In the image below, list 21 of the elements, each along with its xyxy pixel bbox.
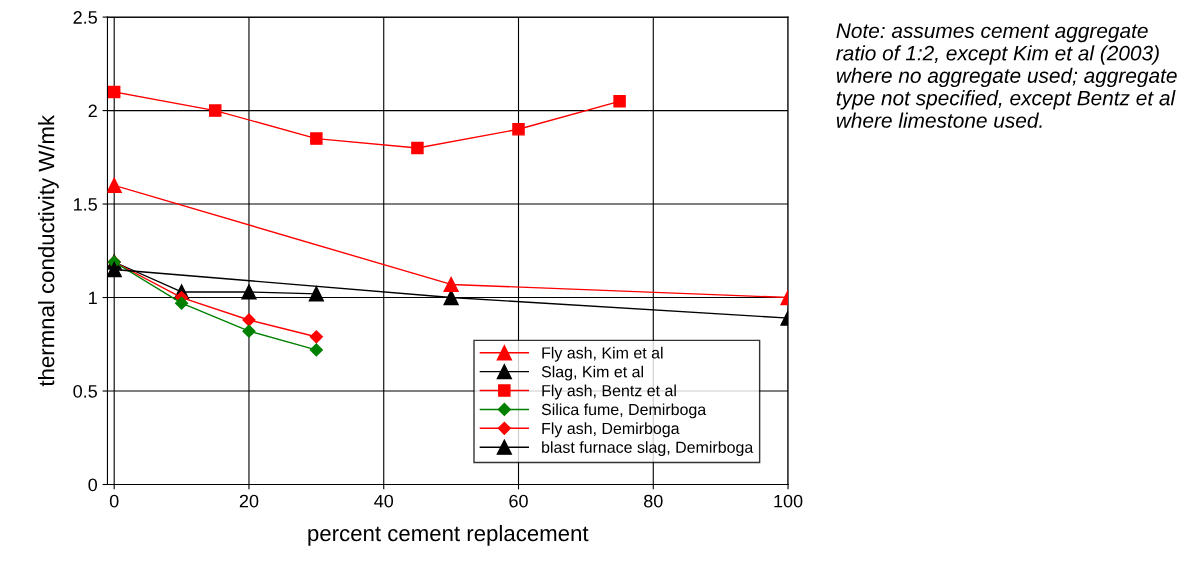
y-axis-title: thermnal conductivity W/mk xyxy=(38,114,59,387)
x-tick-label: 20 xyxy=(239,494,259,508)
y-tick-label: 2 xyxy=(88,104,97,118)
legend-label: Slag, Kim et al xyxy=(541,365,643,381)
y-tick-label: 1.5 xyxy=(74,198,97,211)
legend-label: Fly ash, Bentz et al xyxy=(542,384,676,400)
x-axis-title: percent cement replacement xyxy=(308,524,589,546)
y-tick-label: 2.5 xyxy=(73,11,97,24)
x-tick-label: 0 xyxy=(109,494,119,508)
text: Note: assumes cement aggregate ratio of 1:2, except Kim et al (2003) where no aggregate used; aggregate type not specified, except Bentz et al where limestone used. xyxy=(836,23,1177,128)
x-tick-label: 80 xyxy=(644,494,663,508)
x-tick-label: 60 xyxy=(509,494,528,508)
legend-label: Fly ash, Kim et al xyxy=(542,346,663,362)
y-tick-label: 1 xyxy=(89,291,97,305)
legend-label: blast furnace slag, Demirboga xyxy=(542,441,754,457)
legend-label: Fly ash, Demirboga xyxy=(542,422,680,438)
y-tick-label: 0.5 xyxy=(73,384,97,398)
legend-label: Silica fume, Demirboga xyxy=(541,403,707,419)
y-tick-label: 0 xyxy=(88,478,98,492)
x-tick-label: 40 xyxy=(374,494,394,508)
x-tick-label: 100 xyxy=(774,494,803,508)
